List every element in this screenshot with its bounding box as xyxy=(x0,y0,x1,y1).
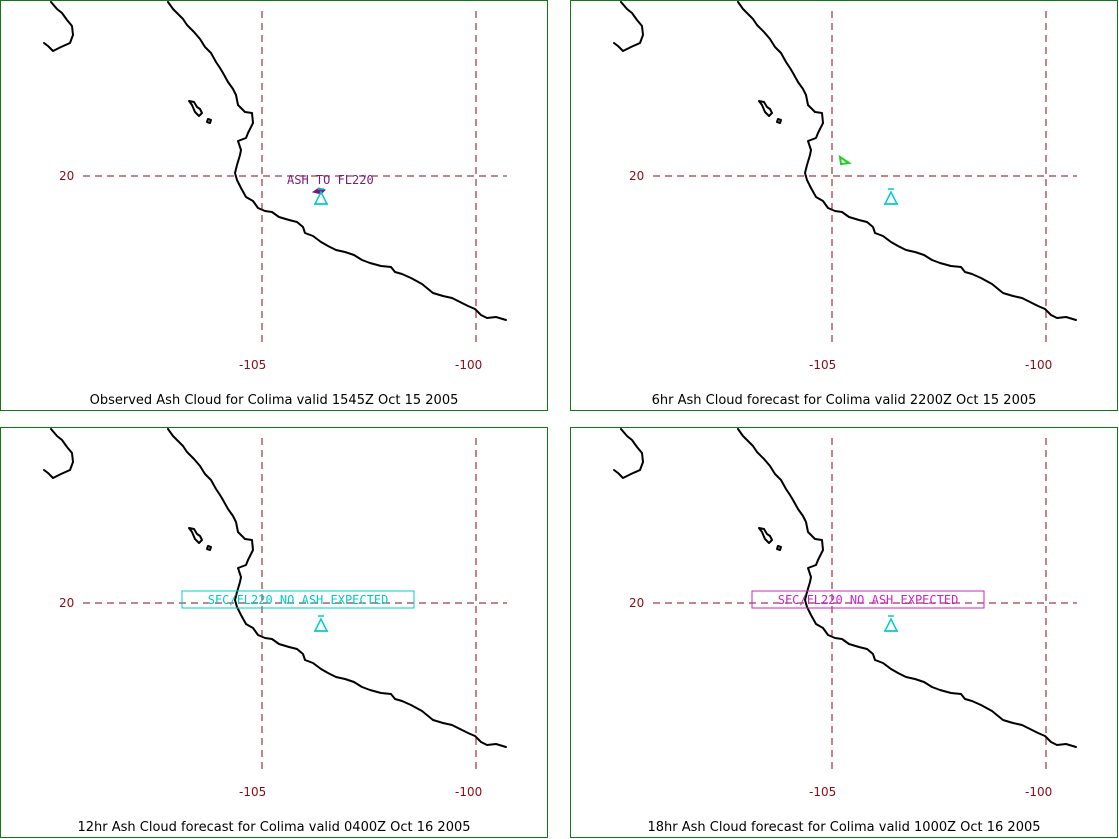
annotation-box xyxy=(751,590,985,609)
lat-label-20: 20 xyxy=(629,596,644,610)
annotation-text: SFC/FL220 NO ASH EXPECTED xyxy=(208,593,389,607)
panel-12hr-forecast: 20 -105 -100 SFC/FL220 NO ASH EXPECTED 12hr… xyxy=(0,427,548,838)
islet xyxy=(206,118,212,124)
coastline-mexico xyxy=(167,428,507,748)
islas-marias xyxy=(758,527,773,544)
colima-volcano-icon xyxy=(883,615,899,632)
coastline-mexico xyxy=(167,1,507,321)
lon-label-105: -105 xyxy=(809,785,836,799)
islas-marias xyxy=(758,100,773,117)
annotation-text: SFC/FL220 NO ASH EXPECTED xyxy=(778,593,959,607)
panel-caption: Observed Ash Cloud for Colima valid 1545… xyxy=(89,393,459,408)
panel-caption: 12hr Ash Cloud forecast for Colima valid… xyxy=(77,820,471,835)
colima-volcano-icon xyxy=(313,188,329,205)
lat-label-20: 20 xyxy=(59,596,74,610)
map-svg: 20 -105 -100 SFC/FL220 NO ASH EXPECTED xyxy=(613,428,1077,799)
colima-volcano-icon xyxy=(313,615,329,632)
islas-marias xyxy=(188,527,203,544)
panel-observed: 20 -105 -100 ASH TO FL220 Observed Ash Clou… xyxy=(0,0,548,411)
coastline-mexico xyxy=(737,428,1077,748)
lon-label-105: -105 xyxy=(809,358,836,372)
lat-label-20: 20 xyxy=(59,169,74,183)
annotation-text: ASH TO FL220 xyxy=(287,173,374,187)
coastline-baja xyxy=(613,428,644,479)
map-svg: 20 -105 -100 SFC/FL220 NO ASH EXPECTED xyxy=(43,428,507,799)
colima-volcano-icon xyxy=(883,188,899,205)
panel-caption: 6hr Ash Cloud forecast for Colima valid … xyxy=(651,393,1037,408)
islet xyxy=(776,118,782,124)
map-svg: 20 -105 -100 ASH TO FL220 xyxy=(43,1,507,372)
lon-label-105: -105 xyxy=(239,785,266,799)
lon-label-100: -100 xyxy=(455,785,482,799)
volcano-triangle xyxy=(313,617,329,632)
coastline-mexico xyxy=(737,1,1077,321)
islas-marias xyxy=(188,100,203,117)
panel-6hr-forecast: 20 -105 -100 6hr Ash Cloud forecast for Co… xyxy=(570,0,1118,411)
ash-cloud-polygon xyxy=(838,154,852,166)
coastline-baja xyxy=(43,1,74,52)
panel-caption: 18hr Ash Cloud forecast for Colima valid… xyxy=(647,820,1041,835)
lon-label-100: -100 xyxy=(1025,785,1052,799)
volcano-triangle xyxy=(883,190,899,205)
panel-18hr-forecast: 20 -105 -100 SFC/FL220 NO ASH EXPECTED 18hr… xyxy=(570,427,1118,838)
coastline-baja xyxy=(43,428,74,479)
lon-label-100: -100 xyxy=(455,358,482,372)
islet xyxy=(206,545,212,551)
lon-label-100: -100 xyxy=(1025,358,1052,372)
coastline-baja xyxy=(613,1,644,52)
islet xyxy=(776,545,782,551)
volcano-triangle xyxy=(883,617,899,632)
lon-label-105: -105 xyxy=(239,358,266,372)
annotation-box xyxy=(181,590,415,609)
lat-label-20: 20 xyxy=(629,169,644,183)
map-svg: 20 -105 -100 xyxy=(613,1,1077,372)
